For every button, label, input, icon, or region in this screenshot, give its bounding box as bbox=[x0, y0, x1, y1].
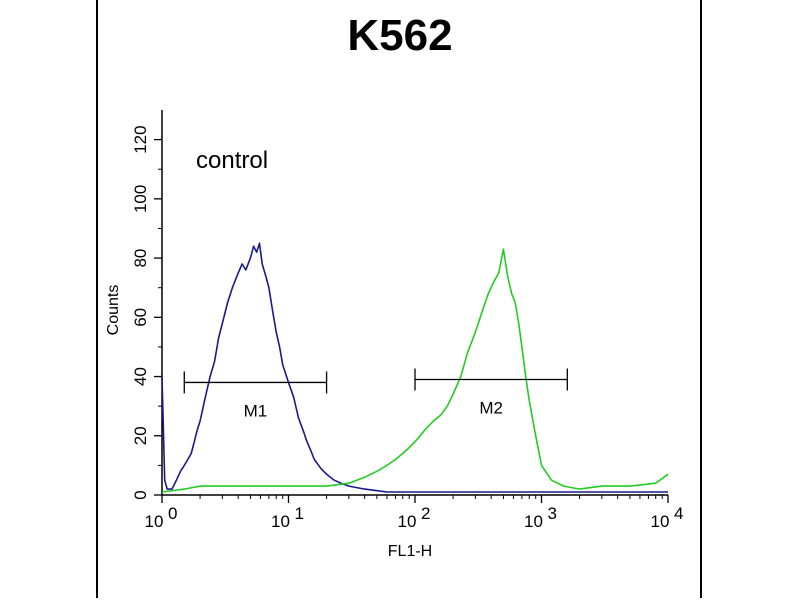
y-tick-label: 120 bbox=[131, 125, 150, 153]
x-tick-exponent: 3 bbox=[548, 504, 557, 523]
y-ticks: 0 20 40 60 80 100 120 bbox=[131, 125, 162, 500]
x-tick-exponent: 4 bbox=[674, 504, 683, 523]
x-axis-label: FL1-H bbox=[388, 543, 432, 560]
chart-frame bbox=[96, 0, 702, 598]
y-tick-label: 80 bbox=[131, 249, 150, 268]
marker-label: M1 bbox=[244, 401, 268, 420]
marker-group: M1 M2 bbox=[183, 368, 568, 420]
y-tick-label: 40 bbox=[131, 367, 150, 386]
x-tick-label: 10 bbox=[398, 512, 417, 531]
y-tick-label: 0 bbox=[131, 490, 150, 499]
x-tick-label: 10 bbox=[271, 512, 290, 531]
y-axis-label: Counts bbox=[105, 285, 122, 336]
x-tick-label: 10 bbox=[145, 512, 164, 531]
y-tick-label: 20 bbox=[131, 426, 150, 445]
marker-label: M2 bbox=[479, 399, 503, 418]
x-tick-label: 10 bbox=[524, 512, 543, 531]
series-group bbox=[161, 242, 669, 493]
x-ticks: 10 0 10 1 10 2 10 3 10 4 bbox=[145, 495, 683, 531]
y-tick-label: 60 bbox=[131, 308, 150, 327]
control-annotation: control bbox=[196, 147, 268, 174]
histogram-series-2 bbox=[161, 248, 669, 493]
x-tick-label: 10 bbox=[651, 512, 670, 531]
x-tick-exponent: 0 bbox=[168, 504, 177, 523]
x-tick-exponent: 1 bbox=[295, 504, 304, 523]
histogram-series-1 bbox=[161, 242, 668, 493]
chart-title: K562 bbox=[347, 11, 452, 60]
y-tick-label: 100 bbox=[131, 185, 150, 213]
x-tick-exponent: 2 bbox=[421, 504, 430, 523]
